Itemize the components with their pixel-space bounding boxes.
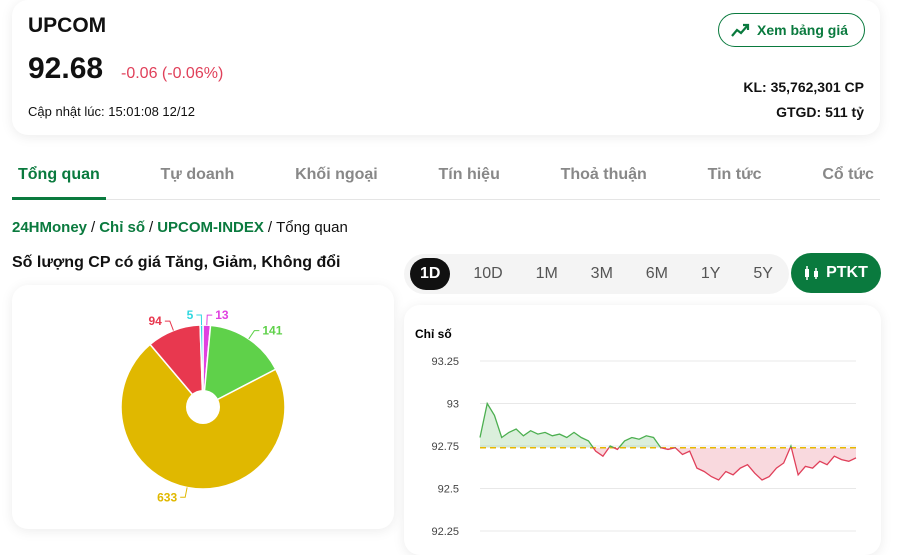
y-tick-label: 93.25	[431, 356, 459, 368]
tab[interactable]: Cổ tức	[822, 166, 874, 183]
slice-label: 141	[262, 324, 282, 338]
price: 92.68	[28, 52, 104, 85]
y-tick-label: 92.5	[438, 484, 459, 496]
breadcrumb: 24HMoney / Chỉ số / UPCOM-INDEX / Tổng quan	[12, 219, 348, 236]
range-selector: 1D 10D 1M 3M 6M 1Y 5Y	[404, 254, 789, 294]
chart-icon	[731, 23, 750, 37]
breadcrumb-link[interactable]: Chỉ số	[99, 219, 146, 236]
tab[interactable]: Khối ngoại	[295, 166, 378, 183]
breadcrumb-link[interactable]: UPCOM-INDEX	[157, 219, 264, 236]
header-card: UPCOM 92.68 -0.06 (-0.06%) Cập nhật lúc:…	[12, 0, 880, 135]
y-tick-label: 92.75	[431, 441, 459, 453]
tab[interactable]: Tín hiệu	[438, 166, 500, 183]
breadcrumb-separator: /	[91, 219, 96, 236]
range-button[interactable]: 6M	[645, 265, 669, 282]
pie-slice	[202, 324, 277, 409]
button-label: Xem bảng giá	[757, 22, 849, 38]
slice-label: 633	[157, 490, 177, 504]
slice-label: 94	[148, 314, 162, 328]
slice-label: 13	[215, 308, 229, 322]
breadcrumb-link[interactable]: 24HMoney	[12, 219, 88, 236]
symbol: UPCOM	[28, 14, 107, 37]
breadcrumb-separator: /	[149, 219, 154, 236]
price-line	[479, 401, 857, 481]
tab[interactable]: Tự doanh	[160, 166, 235, 183]
y-axis-label: Chỉ số	[415, 327, 452, 341]
breadcrumb-current: Tổng quan	[276, 219, 348, 236]
breadcrumb-separator: /	[267, 219, 273, 236]
tab[interactable]: Tin tức	[707, 166, 762, 183]
pie-title: Số lượng CP có giá Tăng, Giảm, Không đổi	[12, 254, 341, 271]
ptkt-label: PTKT	[826, 264, 868, 281]
range-button[interactable]: 10D	[473, 265, 503, 282]
ptkt-button[interactable]: PTKT	[791, 253, 881, 293]
change: -0.06 (-0.06%)	[121, 65, 224, 82]
range-button[interactable]: 1M	[535, 265, 558, 282]
slice-label: 5	[187, 308, 194, 322]
y-tick-label: 93	[447, 399, 459, 411]
pie-chart: 13 141 633 94 5	[120, 308, 286, 504]
candle-icon	[805, 266, 819, 280]
updated: Cập nhật lúc: 15:01:08 12/12	[28, 104, 195, 119]
range-button[interactable]: 5Y	[753, 265, 773, 282]
range-button[interactable]: 1Y	[700, 265, 721, 282]
leader-line	[248, 330, 260, 340]
range-button[interactable]: 3M	[590, 265, 613, 282]
trade-value: GTGD: 511 tỷ	[776, 104, 864, 120]
line-chart: Chỉ số 92.25 92.5 92.75 93 93.25	[415, 327, 857, 538]
tab-bar: Tổng quan Tự doanh Khối ngoại Tín hiệu Thoả …	[12, 150, 880, 200]
area	[480, 403, 856, 480]
leader-line	[164, 320, 174, 331]
donut-hole	[186, 390, 220, 424]
volume: KL: 35,762,301 CP	[743, 79, 864, 95]
page: UPCOM 92.68 -0.06 (-0.06%) Cập nhật lúc:…	[12, 0, 881, 538]
price-board-button[interactable]: Xem bảng giá	[718, 13, 865, 47]
leader-line	[196, 314, 203, 326]
tab[interactable]: Thoả thuận	[560, 166, 647, 183]
range-button[interactable]: 1D	[410, 258, 451, 290]
y-tick-label: 92.25	[431, 526, 459, 538]
leader-line	[180, 487, 188, 498]
leader-line	[206, 314, 213, 326]
pie-slice	[199, 324, 204, 408]
tab[interactable]: Tổng quan	[12, 150, 106, 200]
